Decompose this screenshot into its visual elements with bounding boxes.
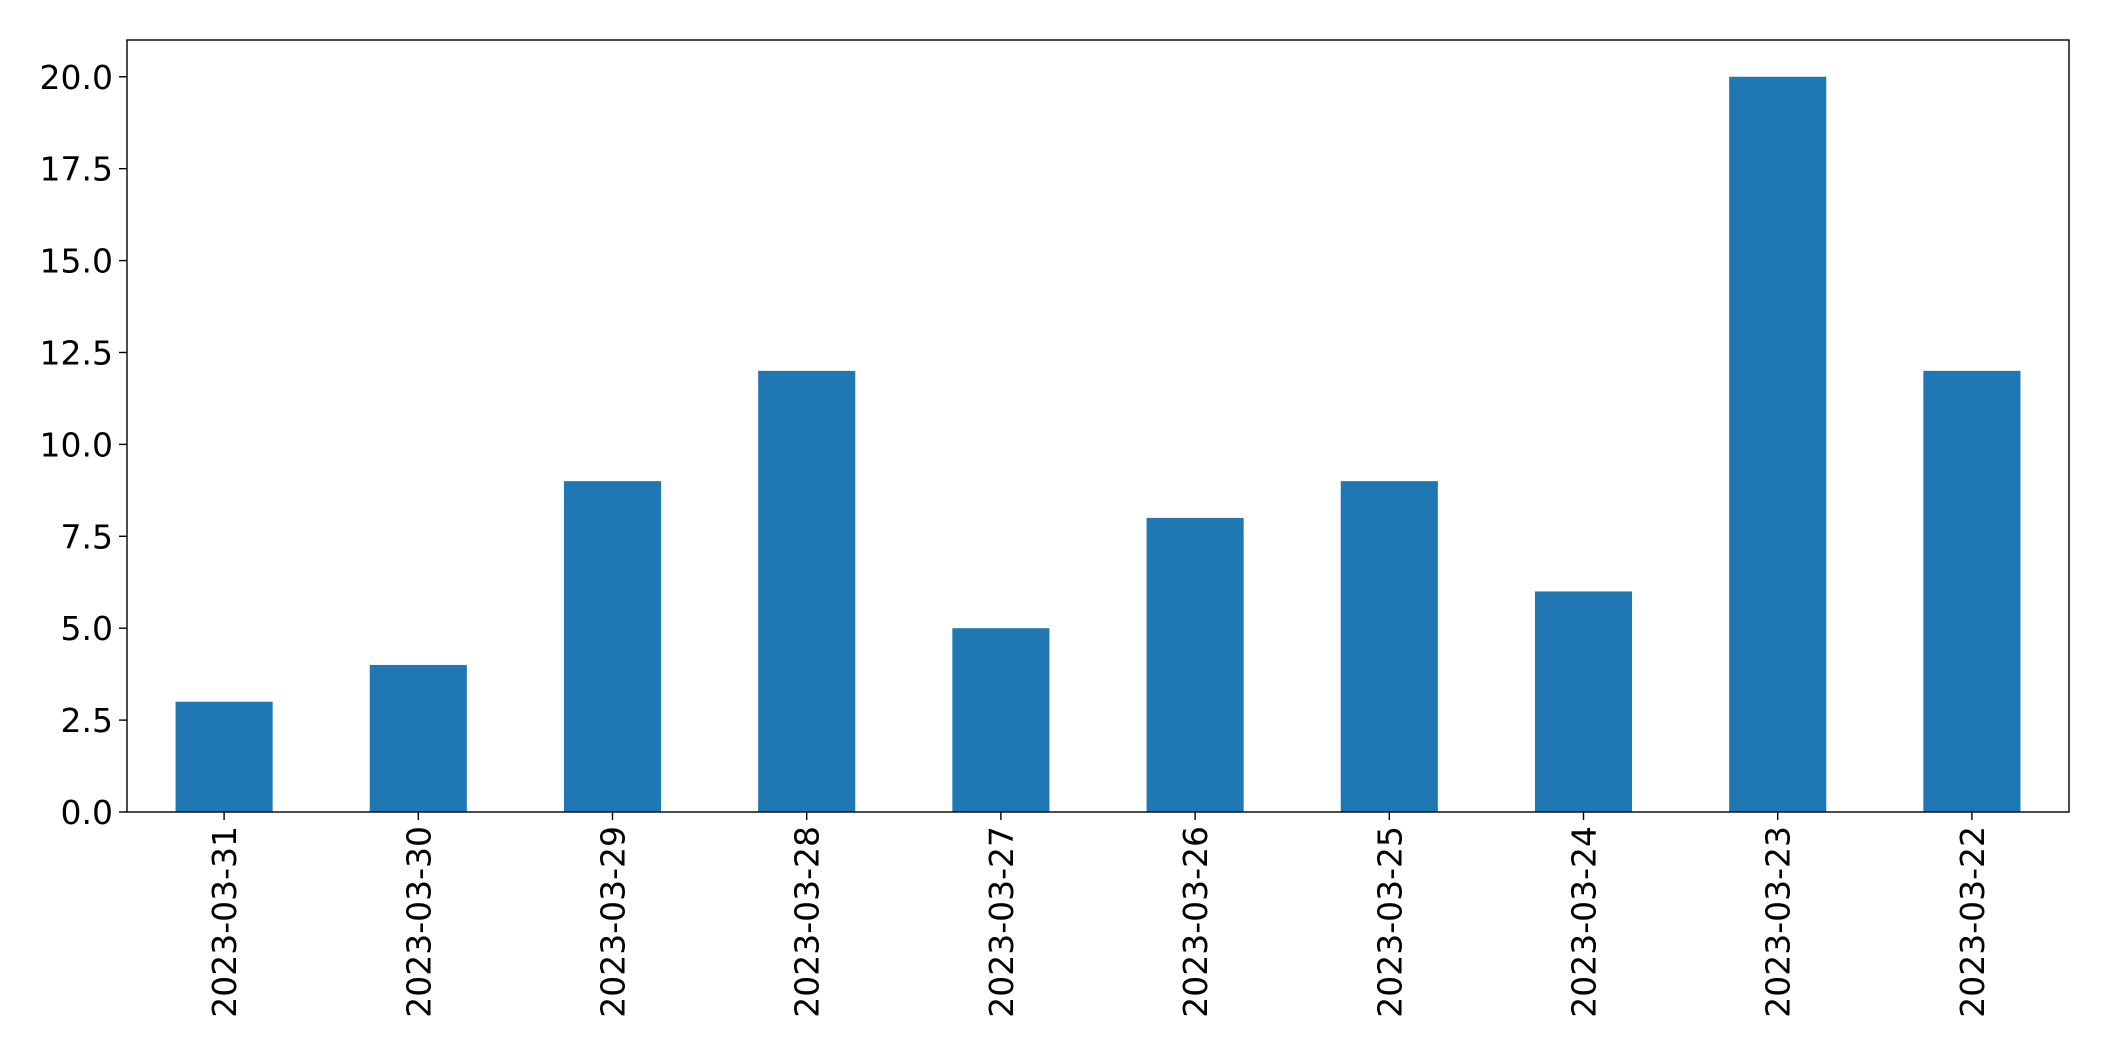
x-tick-label: 2023-03-24 xyxy=(1565,826,1604,1018)
y-tick-label: 10.0 xyxy=(40,425,113,464)
y-tick-label: 15.0 xyxy=(40,242,113,281)
y-axis: 0.0 2.5 5.0 7.5 10.0 12.5 15.0 17.5 20.0 xyxy=(40,58,127,832)
y-tick-label: 0.0 xyxy=(61,793,113,832)
x-tick-label: 2023-03-29 xyxy=(594,826,633,1018)
x-tick-label: 2023-03-22 xyxy=(1953,826,1992,1018)
bar-2023-03-23 xyxy=(1729,76,1827,812)
bar-2023-03-30 xyxy=(369,664,467,812)
bar-2023-03-25 xyxy=(1340,481,1438,812)
x-tick-label: 2023-03-25 xyxy=(1370,826,1409,1018)
plot-frame xyxy=(126,39,2070,813)
x-tick-label: 2023-03-27 xyxy=(982,826,1021,1018)
x-tick-label: 2023-03-23 xyxy=(1759,826,1798,1018)
y-tick-label: 5.0 xyxy=(61,609,113,648)
y-tick-label: 2.5 xyxy=(61,701,113,740)
x-tick-label: 2023-03-30 xyxy=(399,826,438,1018)
y-tick-label: 17.5 xyxy=(40,150,113,189)
y-tick-label: 12.5 xyxy=(40,333,113,372)
bar-2023-03-29 xyxy=(563,481,662,812)
y-tick-label: 20.0 xyxy=(40,58,113,97)
x-tick-label: 2023-03-31 xyxy=(205,826,244,1018)
y-tick-label: 7.5 xyxy=(61,517,113,556)
bar-2023-03-24 xyxy=(1534,591,1633,812)
bars-group xyxy=(175,76,2021,812)
x-tick-label: 2023-03-26 xyxy=(1176,826,1215,1018)
x-tick-label: 2023-03-28 xyxy=(788,826,827,1018)
bar-2023-03-26 xyxy=(1146,517,1244,812)
x-axis: 2023-03-31 2023-03-30 2023-03-29 2023-03-28… xyxy=(205,812,1992,1018)
bar-2023-03-27 xyxy=(952,628,1050,812)
bar-2023-03-31 xyxy=(175,701,273,812)
bar-2023-03-22 xyxy=(1923,370,2021,812)
bar-2023-03-28 xyxy=(758,370,856,812)
